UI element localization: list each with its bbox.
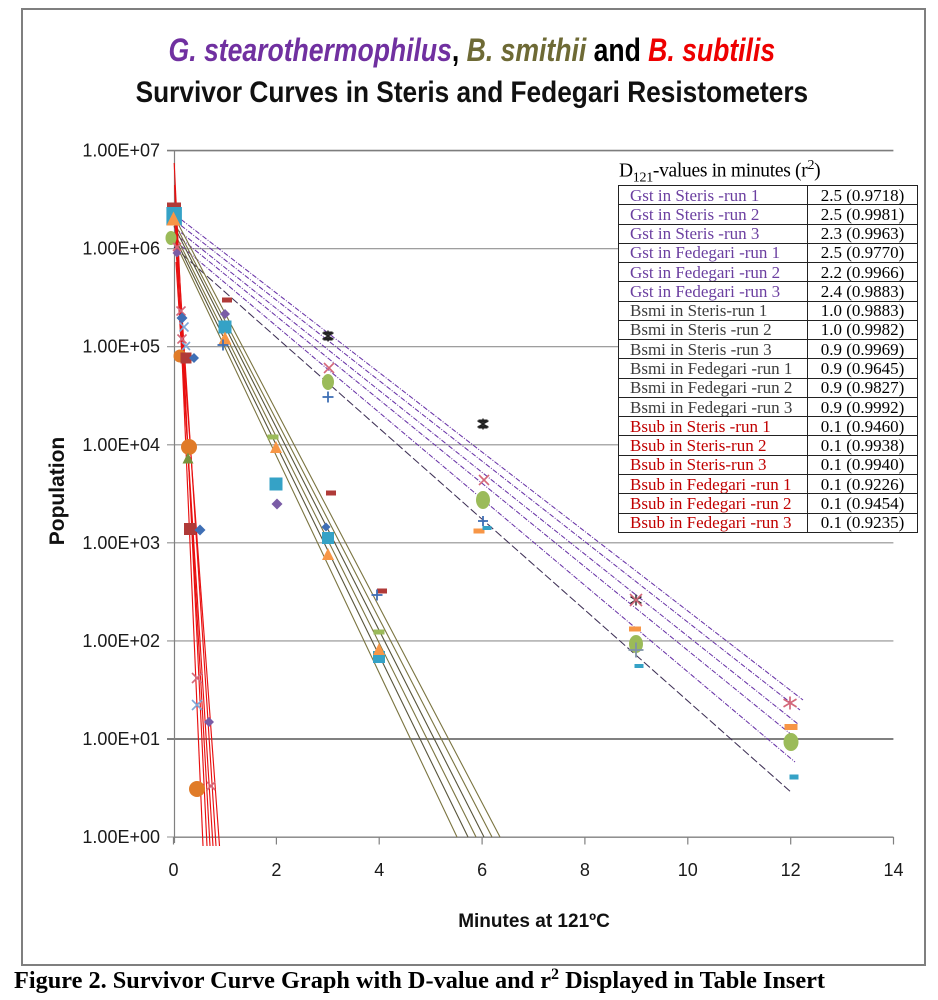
svg-text:1.00E+02: 1.00E+02 [82, 631, 160, 651]
svg-text:8: 8 [580, 860, 590, 880]
svg-text:1.00E+04: 1.00E+04 [82, 435, 160, 455]
svg-text:1.00E+03: 1.00E+03 [82, 533, 160, 553]
svg-text:4: 4 [374, 860, 384, 880]
svg-text:1.00E+01: 1.00E+01 [82, 729, 160, 749]
svg-text:10: 10 [678, 860, 698, 880]
svg-text:0: 0 [168, 860, 178, 880]
svg-text:1.00E+00: 1.00E+00 [82, 827, 160, 847]
svg-text:2: 2 [271, 860, 281, 880]
svg-text:12: 12 [781, 860, 801, 880]
svg-text:1.00E+07: 1.00E+07 [82, 141, 160, 161]
svg-text:14: 14 [883, 860, 903, 880]
svg-text:1.00E+06: 1.00E+06 [82, 239, 160, 259]
svg-text:1.00E+05: 1.00E+05 [82, 337, 160, 357]
svg-text:6: 6 [477, 860, 487, 880]
